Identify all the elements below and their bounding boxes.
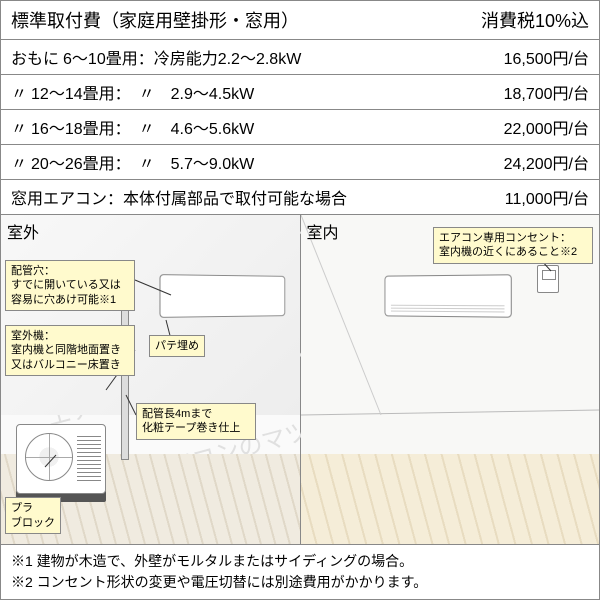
pricing-sheet: 標準取付費（家庭用壁掛形・窓用） 消費税10%込 おもに 6〜10畳用：冷房能力… (0, 0, 600, 600)
cell-desc: 20〜26畳用： 〃 5.7〜9.0kW (31, 150, 254, 174)
indoor-floor (301, 454, 600, 544)
footnote-2: ※2 コンセント形状の変更や電圧切替には別途費用がかかります。 (11, 572, 589, 593)
cell-price: 24,200円/台 (504, 150, 589, 174)
cell-prefix: おもに (11, 45, 59, 69)
power-outlet (537, 265, 559, 293)
installation-diagram: エアコンのマツ エアコンのマツ エアコンのマツ エアコンのマツ エアコンのマツ … (1, 215, 599, 545)
callout-outlet: エアコン専用コンセント： 室内機の近くにあること※2 (433, 227, 593, 264)
outdoor-unit (16, 424, 106, 494)
cell-prefix: 〃 (11, 115, 27, 139)
fan-icon (25, 433, 73, 481)
cell-price: 18,700円/台 (504, 80, 589, 104)
callout-pipe-length: 配管長4mまで 化粧テープ巻き仕上 (136, 403, 256, 440)
grille-icon (77, 433, 101, 481)
callout-putty: パテ埋め (149, 335, 205, 357)
indoor-label: 室内 (307, 219, 339, 243)
callout-block: プラ ブロック (5, 497, 61, 534)
indoor-section: 室内 エアコン専用コンセント： 室内機の近くにあること※2 (301, 215, 600, 544)
indoor-unit-perspective (159, 274, 285, 318)
callout-pipe-hole: 配管穴： すでに開いている又は 容易に穴あけ可能※1 (5, 260, 135, 311)
header-tax: 消費税10%込 (481, 7, 589, 33)
cell-desc: 6〜10畳用：冷房能力2.2〜2.8kW (63, 45, 301, 69)
table-row: 〃 16〜18畳用： 〃 4.6〜5.6kW 22,000円/台 (1, 110, 599, 145)
table-row: 〃 20〜26畳用： 〃 5.7〜9.0kW 24,200円/台 (1, 145, 599, 180)
table-row: 窓用エアコン：本体付属部品で取付可能な場合 11,000円/台 (1, 180, 599, 215)
cell-price: 11,000円/台 (505, 185, 589, 209)
cell-desc: 16〜18畳用： 〃 4.6〜5.6kW (31, 115, 254, 139)
callout-outdoor-unit: 室外機： 室内機と同階地面置き 又はバルコニー床置き (5, 325, 135, 376)
cell-price: 16,500円/台 (504, 45, 589, 69)
cell-prefix: 〃 (11, 150, 27, 174)
cell-desc: 12〜14畳用： 〃 2.9〜4.5kW (31, 80, 254, 104)
table-row: 〃 12〜14畳用： 〃 2.9〜4.5kW 18,700円/台 (1, 75, 599, 110)
cell-desc: 窓用エアコン：本体付属部品で取付可能な場合 (11, 185, 347, 209)
outdoor-label: 室外 (7, 219, 39, 243)
header-title: 標準取付費（家庭用壁掛形・窓用） (11, 7, 299, 33)
header-row: 標準取付費（家庭用壁掛形・窓用） 消費税10%込 (1, 1, 599, 40)
indoor-unit (384, 274, 511, 317)
footnotes: ※1 建物が木造で、外壁がモルタルまたはサイディングの場合。 ※2 コンセント形… (1, 545, 599, 599)
cell-prefix: 〃 (11, 80, 27, 104)
table-row: おもに 6〜10畳用：冷房能力2.2〜2.8kW 16,500円/台 (1, 40, 599, 75)
price-table: おもに 6〜10畳用：冷房能力2.2〜2.8kW 16,500円/台 〃 12〜… (1, 40, 599, 215)
outdoor-section: 室外 配管穴： すでに開いている又は 容易に穴あけ可能※1 室外機： 室内機と同… (1, 215, 301, 544)
cell-price: 22,000円/台 (504, 115, 589, 139)
footnote-1: ※1 建物が木造で、外壁がモルタルまたはサイディングの場合。 (11, 551, 589, 572)
